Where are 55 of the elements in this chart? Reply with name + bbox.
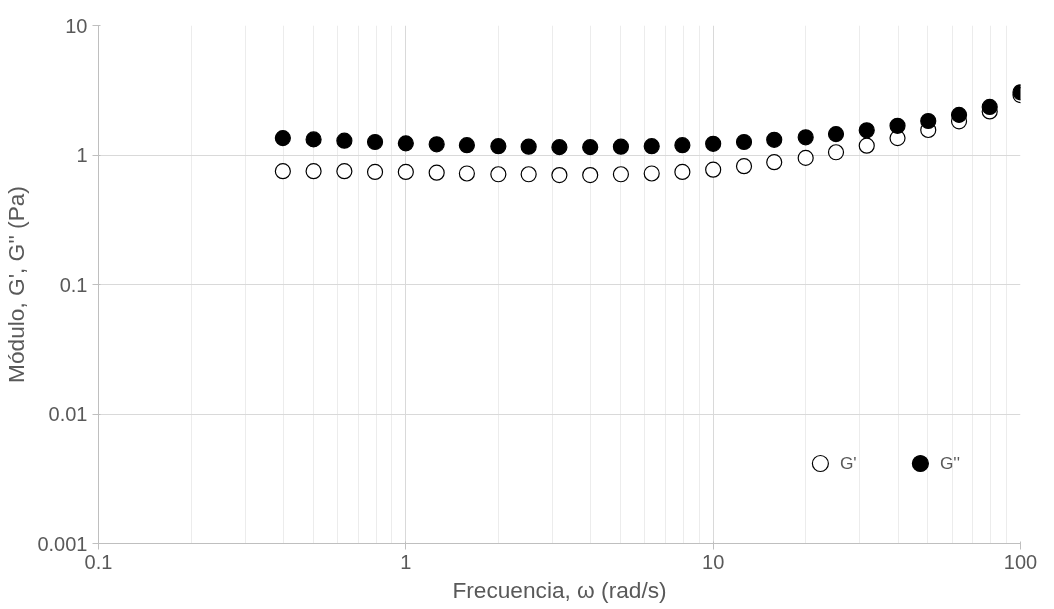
- y-tick-label: 0.1: [59, 273, 88, 296]
- y-tick-label: 10: [65, 14, 88, 37]
- point: [889, 117, 906, 134]
- point: [428, 136, 445, 153]
- legend-label: G'': [939, 452, 960, 474]
- point: [827, 144, 845, 161]
- x-tick-label: 100: [1003, 550, 1038, 573]
- x-tick-label: 1: [400, 550, 412, 573]
- point: [981, 98, 998, 116]
- y-tick-label: 0.01: [48, 403, 88, 425]
- point: [366, 163, 384, 181]
- point: [490, 138, 507, 155]
- point: [582, 139, 599, 156]
- point: [705, 135, 722, 152]
- point: [643, 138, 660, 155]
- y-axis-title: Módulo, G', G'' (Pa): [3, 186, 30, 383]
- point: [797, 129, 814, 146]
- point: [612, 166, 630, 183]
- point: [582, 166, 599, 184]
- point: [797, 149, 814, 166]
- point: [551, 139, 568, 156]
- x-tick-label: 10: [702, 550, 725, 573]
- legend-label: G': [839, 452, 858, 474]
- point: [305, 163, 322, 180]
- point: [643, 165, 660, 182]
- point: [397, 163, 414, 181]
- point: [336, 132, 353, 149]
- point: [305, 131, 322, 148]
- point: [274, 163, 291, 180]
- point: [428, 164, 445, 181]
- point: [858, 137, 875, 154]
- point: [950, 106, 968, 123]
- point: [920, 112, 937, 130]
- point: [366, 133, 384, 151]
- point: [520, 138, 537, 155]
- x-axis-title: Frecuencia, ω (rad/s): [452, 576, 667, 603]
- point: [766, 154, 783, 171]
- point: [274, 130, 291, 147]
- point: [612, 138, 630, 155]
- point: [705, 161, 722, 178]
- point: [674, 163, 691, 181]
- point: [735, 158, 753, 175]
- point: [735, 133, 753, 151]
- point: [458, 137, 475, 154]
- point: [520, 166, 537, 183]
- point: [397, 135, 414, 152]
- y-tick-label: 1: [76, 144, 88, 166]
- point: [458, 165, 475, 182]
- point: [827, 126, 845, 143]
- point: [674, 137, 691, 154]
- point: [551, 166, 568, 184]
- point: [858, 122, 875, 139]
- point: [490, 166, 507, 183]
- point: [336, 163, 353, 180]
- point: [766, 131, 783, 148]
